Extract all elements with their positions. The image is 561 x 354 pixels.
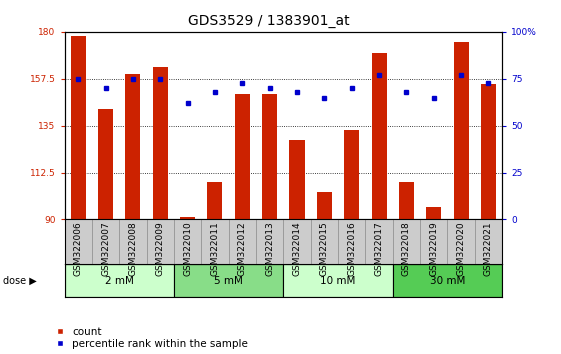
Text: GSM322014: GSM322014 bbox=[292, 222, 301, 276]
Text: GSM322011: GSM322011 bbox=[210, 222, 219, 276]
Bar bbox=[317, 192, 332, 219]
Bar bbox=[234, 95, 250, 219]
Text: GSM322007: GSM322007 bbox=[101, 222, 110, 276]
Bar bbox=[208, 182, 223, 219]
Text: GSM322021: GSM322021 bbox=[484, 222, 493, 276]
Bar bbox=[283, 264, 393, 297]
Bar bbox=[98, 109, 113, 219]
Bar bbox=[426, 207, 442, 219]
Text: GSM322017: GSM322017 bbox=[375, 222, 384, 276]
Bar bbox=[65, 264, 174, 297]
Bar bbox=[71, 36, 86, 219]
Text: GDS3529 / 1383901_at: GDS3529 / 1383901_at bbox=[188, 14, 350, 28]
Text: 2 mM: 2 mM bbox=[105, 275, 134, 286]
Bar bbox=[399, 182, 414, 219]
Text: GSM322015: GSM322015 bbox=[320, 222, 329, 276]
Text: GSM322008: GSM322008 bbox=[128, 222, 137, 276]
Text: GSM322006: GSM322006 bbox=[73, 222, 82, 276]
Text: GSM322019: GSM322019 bbox=[429, 222, 438, 276]
Text: GSM322013: GSM322013 bbox=[265, 222, 274, 276]
Text: 10 mM: 10 mM bbox=[320, 275, 356, 286]
Text: GSM322012: GSM322012 bbox=[238, 222, 247, 276]
Bar bbox=[481, 84, 496, 219]
Bar bbox=[125, 74, 140, 219]
Bar bbox=[393, 264, 502, 297]
Bar bbox=[371, 53, 387, 219]
Bar bbox=[174, 264, 283, 297]
Text: 30 mM: 30 mM bbox=[430, 275, 465, 286]
Text: dose ▶: dose ▶ bbox=[3, 275, 36, 286]
Text: GSM322016: GSM322016 bbox=[347, 222, 356, 276]
Text: GSM322009: GSM322009 bbox=[156, 222, 165, 276]
Bar bbox=[262, 95, 277, 219]
Bar bbox=[453, 42, 468, 219]
Text: 5 mM: 5 mM bbox=[214, 275, 243, 286]
Bar bbox=[180, 217, 195, 219]
Bar bbox=[344, 130, 359, 219]
Text: GSM322018: GSM322018 bbox=[402, 222, 411, 276]
Legend: count, percentile rank within the sample: count, percentile rank within the sample bbox=[56, 327, 248, 349]
Text: GSM322010: GSM322010 bbox=[183, 222, 192, 276]
Text: GSM322020: GSM322020 bbox=[457, 222, 466, 276]
Bar bbox=[289, 140, 305, 219]
Bar bbox=[153, 67, 168, 219]
